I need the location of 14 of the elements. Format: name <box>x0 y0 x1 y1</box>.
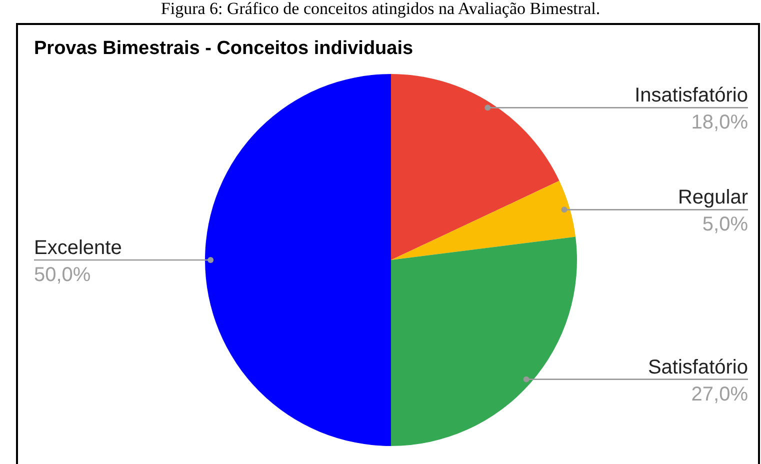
data-label: 5,0% <box>702 214 748 236</box>
pie-slice <box>391 74 560 260</box>
data-label: 50,0% <box>34 264 91 286</box>
data-label: 27,0% <box>691 383 748 406</box>
slice-label: Excelente <box>34 237 122 259</box>
chart-title: Provas Bimestrais - Conceitos individuais <box>34 38 414 59</box>
slice-label: Insatisfatório <box>634 84 748 107</box>
pie-slice <box>391 180 576 260</box>
pie-slice <box>205 74 391 446</box>
data-label: 18,0% <box>691 112 748 134</box>
slice-label: Satisfatório <box>648 356 748 378</box>
slice-label: Regular <box>678 186 748 209</box>
pie-slice <box>391 236 577 446</box>
text: Figura 6: Gráfico de conceitos atingidos na Avaliação Bimestral. <box>160 0 600 18</box>
